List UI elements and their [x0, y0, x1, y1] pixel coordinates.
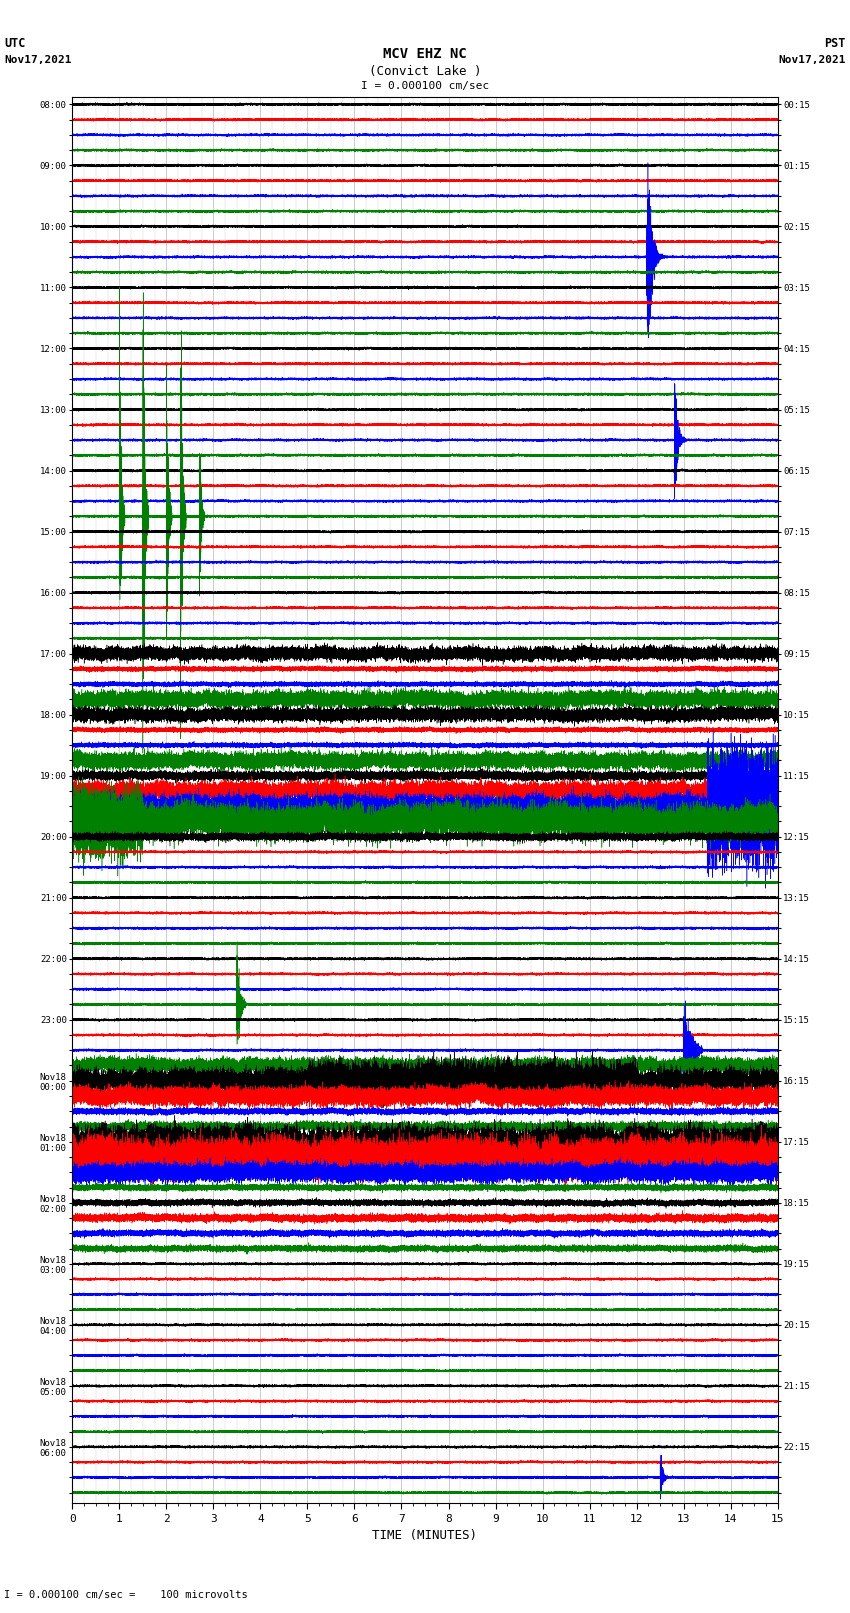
Text: PST: PST	[824, 37, 846, 50]
Text: Nov17,2021: Nov17,2021	[4, 55, 71, 65]
Text: I = 0.000100 cm/sec: I = 0.000100 cm/sec	[361, 81, 489, 90]
Text: (Convict Lake ): (Convict Lake )	[369, 65, 481, 77]
Text: Nov17,2021: Nov17,2021	[779, 55, 846, 65]
Text: UTC: UTC	[4, 37, 26, 50]
X-axis label: TIME (MINUTES): TIME (MINUTES)	[372, 1529, 478, 1542]
Text: I = 0.000100 cm/sec =    100 microvolts: I = 0.000100 cm/sec = 100 microvolts	[4, 1590, 248, 1600]
Text: MCV EHZ NC: MCV EHZ NC	[383, 47, 467, 61]
